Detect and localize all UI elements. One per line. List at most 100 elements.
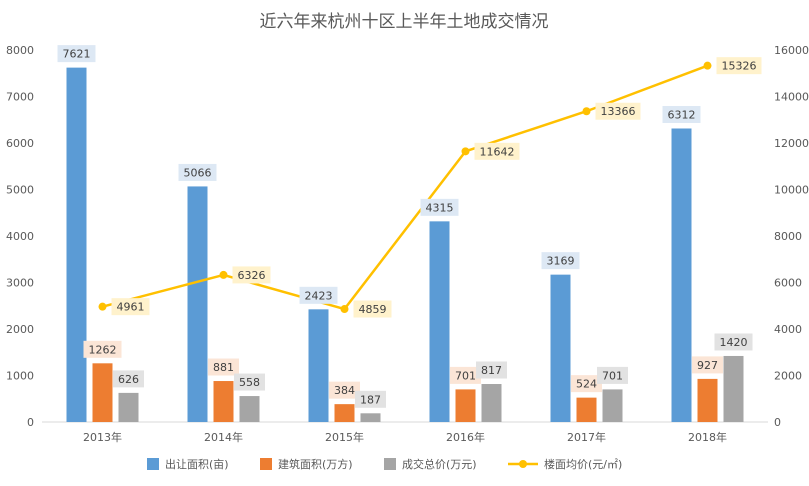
data-label-box — [595, 102, 641, 120]
data-label-box — [329, 381, 360, 399]
data-label: 701 — [602, 369, 623, 382]
x-tick-label: 2014年 — [204, 430, 243, 444]
data-label-box — [234, 373, 265, 391]
data-label-box — [662, 105, 701, 123]
bar — [576, 397, 597, 422]
data-label: 4315 — [426, 201, 454, 214]
y-right-tick-label: 16000 — [774, 44, 809, 57]
y-left-tick-label: 0 — [27, 416, 34, 429]
y-right-tick-label: 12000 — [774, 137, 809, 150]
legend-swatch — [384, 458, 396, 470]
data-label: 5066 — [184, 166, 212, 179]
data-label-box — [57, 45, 96, 63]
line-point — [98, 302, 107, 311]
legend-marker — [519, 460, 527, 468]
data-label: 3169 — [547, 255, 575, 268]
bar — [308, 309, 329, 422]
data-label-box — [474, 142, 520, 160]
y-left-tick-label: 7000 — [6, 91, 34, 104]
data-label: 881 — [213, 361, 234, 374]
bar — [334, 404, 355, 422]
data-label-box — [353, 300, 392, 318]
y-right-tick-label: 2000 — [774, 370, 802, 383]
data-label-box — [571, 375, 602, 393]
y-right-tick-label: 0 — [774, 416, 781, 429]
y-right-tick-label: 14000 — [774, 91, 809, 104]
y-left-tick-label: 6000 — [6, 137, 34, 150]
bar — [66, 67, 87, 422]
data-label-box — [178, 163, 217, 181]
bar — [239, 396, 260, 422]
line-point — [582, 107, 591, 116]
data-label-box — [476, 361, 507, 379]
bar — [455, 389, 476, 422]
x-tick-label: 2017年 — [567, 430, 606, 444]
data-label: 7621 — [63, 48, 91, 61]
data-label: 1262 — [89, 343, 117, 356]
data-label: 4859 — [359, 303, 387, 316]
y-left-tick-label: 3000 — [6, 277, 34, 290]
data-label-box — [420, 198, 459, 216]
bar — [360, 413, 381, 422]
data-label-box — [208, 358, 239, 376]
line-point — [461, 147, 470, 156]
chart-title: 近六年来杭州十区上半年土地成交情况 — [260, 12, 549, 32]
data-label: 1420 — [720, 336, 748, 349]
bar — [697, 378, 718, 422]
data-label: 4961 — [117, 301, 145, 314]
y-left-tick-label: 8000 — [6, 44, 34, 57]
bar — [481, 384, 502, 422]
x-tick-label: 2015年 — [325, 430, 364, 444]
data-label: 626 — [118, 373, 139, 386]
data-label: 6312 — [668, 108, 696, 121]
line-point — [340, 305, 349, 314]
data-label-box — [714, 333, 753, 351]
data-label-box — [232, 266, 271, 284]
data-label: 384 — [334, 384, 355, 397]
line-point — [703, 61, 712, 70]
data-label: 6326 — [238, 269, 266, 282]
data-label: 558 — [239, 376, 260, 389]
data-label: 13366 — [601, 105, 636, 118]
bar — [602, 389, 623, 422]
data-label: 701 — [455, 369, 476, 382]
data-label: 2423 — [305, 289, 333, 302]
data-label-box — [692, 356, 723, 374]
legend-swatch — [260, 458, 272, 470]
bar — [550, 274, 571, 422]
data-label-box — [450, 366, 481, 384]
data-label: 927 — [697, 359, 718, 372]
data-label-box — [597, 366, 628, 384]
bar — [213, 381, 234, 422]
bar — [187, 186, 208, 422]
legend-swatch — [147, 458, 159, 470]
y-left-tick-label: 2000 — [6, 323, 34, 336]
x-tick-label: 2018年 — [688, 430, 727, 444]
data-label-box — [83, 340, 122, 358]
y-right-tick-label: 10000 — [774, 184, 809, 197]
x-tick-label: 2016年 — [446, 430, 485, 444]
data-label-box — [355, 390, 386, 408]
y-left-tick-label: 5000 — [6, 184, 34, 197]
bar — [671, 128, 692, 422]
legend-label: 成交总价(万元) — [402, 457, 477, 471]
legend-label: 出让面积(亩) — [165, 457, 229, 471]
legend-label: 楼面均价(元/㎡) — [544, 457, 622, 471]
y-right-tick-label: 8000 — [774, 230, 802, 243]
y-left-tick-label: 1000 — [6, 370, 34, 383]
y-left-tick-label: 4000 — [6, 230, 34, 243]
data-label: 187 — [360, 393, 381, 406]
data-label-box — [299, 286, 338, 304]
data-label: 524 — [576, 378, 597, 391]
data-label: 817 — [481, 364, 502, 377]
legend-label: 建筑面积(万方) — [278, 457, 353, 471]
data-label-box — [716, 57, 762, 75]
data-label: 11642 — [480, 145, 515, 158]
bar — [92, 363, 113, 422]
y-right-tick-label: 6000 — [774, 277, 802, 290]
data-label-box — [111, 298, 150, 316]
data-label: 15326 — [722, 60, 757, 73]
x-tick-label: 2013年 — [83, 430, 122, 444]
